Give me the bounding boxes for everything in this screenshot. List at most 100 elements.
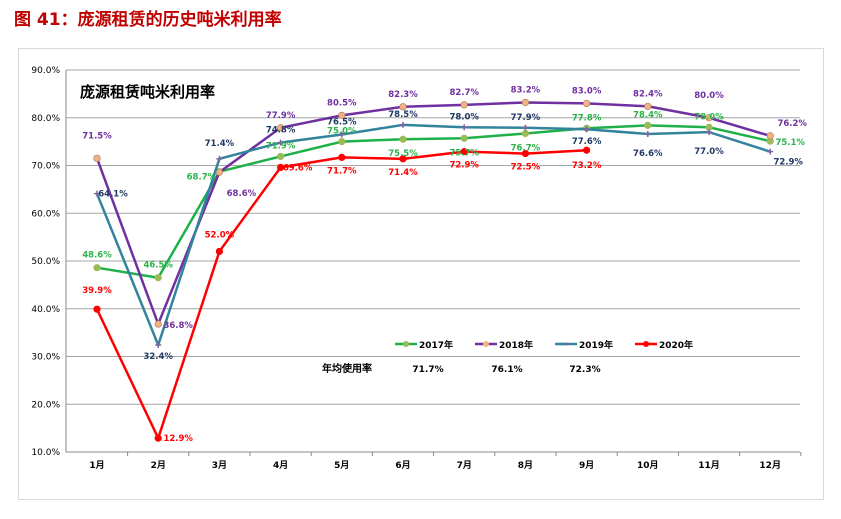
legend-label: 2020年 — [659, 339, 693, 351]
legend-marker — [643, 341, 649, 347]
data-label: 75.0% — [327, 127, 357, 137]
data-point — [154, 274, 162, 282]
data-point — [338, 138, 346, 146]
data-label: 12.9% — [163, 434, 193, 444]
data-point — [460, 134, 468, 142]
data-label: 76.5% — [327, 117, 357, 127]
data-label: 32.4% — [143, 352, 173, 362]
data-point — [277, 139, 284, 146]
data-label: 78.4% — [633, 110, 663, 120]
legend-label: 2018年 — [499, 339, 533, 351]
data-point — [399, 103, 407, 111]
figure-title: 图 41：庞源租赁的历史吨米利用率 — [14, 10, 282, 30]
data-point — [215, 168, 223, 176]
data-label: 71.5% — [82, 131, 112, 141]
x-tick-label: 10月 — [637, 460, 659, 471]
data-point — [582, 99, 591, 108]
y-tick-label: 10.0% — [31, 448, 60, 458]
data-point — [583, 126, 590, 133]
data-point — [766, 132, 774, 140]
data-point — [93, 264, 101, 272]
legend-label: 2019年 — [579, 339, 613, 351]
data-point — [521, 129, 530, 138]
data-point — [338, 131, 345, 138]
y-tick-label: 40.0% — [31, 305, 60, 315]
data-label: 75.5% — [388, 149, 418, 159]
data-point — [705, 114, 713, 122]
data-label: 71.4% — [205, 139, 235, 149]
data-point — [767, 148, 774, 155]
data-point — [338, 153, 346, 161]
y-tick-label: 50.0% — [31, 257, 60, 267]
data-label: 75.7% — [449, 148, 479, 158]
data-label: 78.0% — [694, 112, 724, 122]
y-tick-label: 30.0% — [31, 353, 60, 363]
legend-marker — [403, 341, 409, 347]
data-point — [460, 148, 468, 156]
data-label: 68.7% — [187, 173, 217, 183]
data-label: 76.2% — [777, 119, 807, 129]
data-label: 73.2% — [572, 161, 602, 171]
data-point — [460, 101, 468, 109]
series-line-2018年 — [95, 101, 771, 328]
data-label: 78.0% — [449, 112, 479, 122]
y-tick-label: 20.0% — [31, 400, 60, 410]
x-tick-label: 3月 — [212, 460, 227, 471]
legend-marker — [483, 341, 489, 347]
data-point — [338, 111, 346, 119]
data-label: 77.0% — [694, 147, 724, 157]
data-point — [399, 155, 407, 163]
data-point — [644, 130, 651, 137]
data-point — [94, 190, 100, 197]
data-label: 83.2% — [511, 85, 541, 95]
data-point — [644, 121, 652, 129]
data-label: 82.4% — [633, 89, 663, 99]
x-tick-label: 9月 — [579, 460, 594, 471]
series-line-2019年 — [95, 123, 771, 349]
x-tick-label: 1月 — [89, 460, 104, 471]
data-label: 76.6% — [633, 149, 663, 159]
y-tick-label: 80.0% — [31, 114, 60, 124]
x-tick-label: 4月 — [273, 460, 288, 471]
annual-average-value: 71.7% — [412, 365, 443, 375]
data-label: 52.0% — [205, 230, 235, 240]
data-label: 72.9% — [773, 158, 803, 168]
data-point — [277, 124, 285, 132]
data-label: 48.6% — [82, 251, 112, 261]
data-point — [521, 149, 530, 158]
data-label: 69.6% — [283, 163, 313, 173]
data-point — [155, 342, 162, 349]
data-label: 74.8% — [266, 126, 296, 136]
data-label: 68.6% — [227, 189, 257, 199]
x-tick-label: 11月 — [698, 460, 720, 471]
data-label: 36.8% — [163, 321, 193, 331]
data-point — [521, 98, 530, 107]
annual-average-value: 76.1% — [491, 365, 522, 375]
annual-average-value: 72.3% — [569, 365, 600, 375]
data-label: 71.7% — [327, 166, 357, 176]
x-tick-label: 6月 — [395, 460, 410, 471]
data-point — [277, 163, 285, 172]
x-tick-label: 12月 — [759, 460, 781, 471]
data-label: 75.1% — [775, 138, 805, 148]
data-point — [154, 320, 162, 328]
data-label: 39.9% — [82, 286, 112, 296]
data-label: 72.9% — [449, 161, 479, 171]
data-point — [277, 152, 285, 161]
x-tick-label: 2月 — [151, 460, 166, 471]
x-tick-label: 5月 — [334, 460, 349, 471]
x-tick-label: 7月 — [457, 460, 472, 471]
data-label: 82.3% — [388, 90, 418, 100]
data-point — [706, 129, 712, 136]
data-point — [93, 154, 101, 162]
data-point — [154, 434, 162, 442]
data-label: 76.7% — [511, 144, 541, 154]
data-label: 80.5% — [327, 98, 357, 108]
data-point — [93, 305, 101, 313]
data-point — [461, 124, 468, 131]
data-point — [582, 146, 591, 154]
data-label: 83.0% — [572, 86, 602, 96]
data-label: 72.5% — [511, 163, 541, 173]
y-tick-label: 70.0% — [31, 162, 60, 172]
data-point — [522, 124, 529, 131]
